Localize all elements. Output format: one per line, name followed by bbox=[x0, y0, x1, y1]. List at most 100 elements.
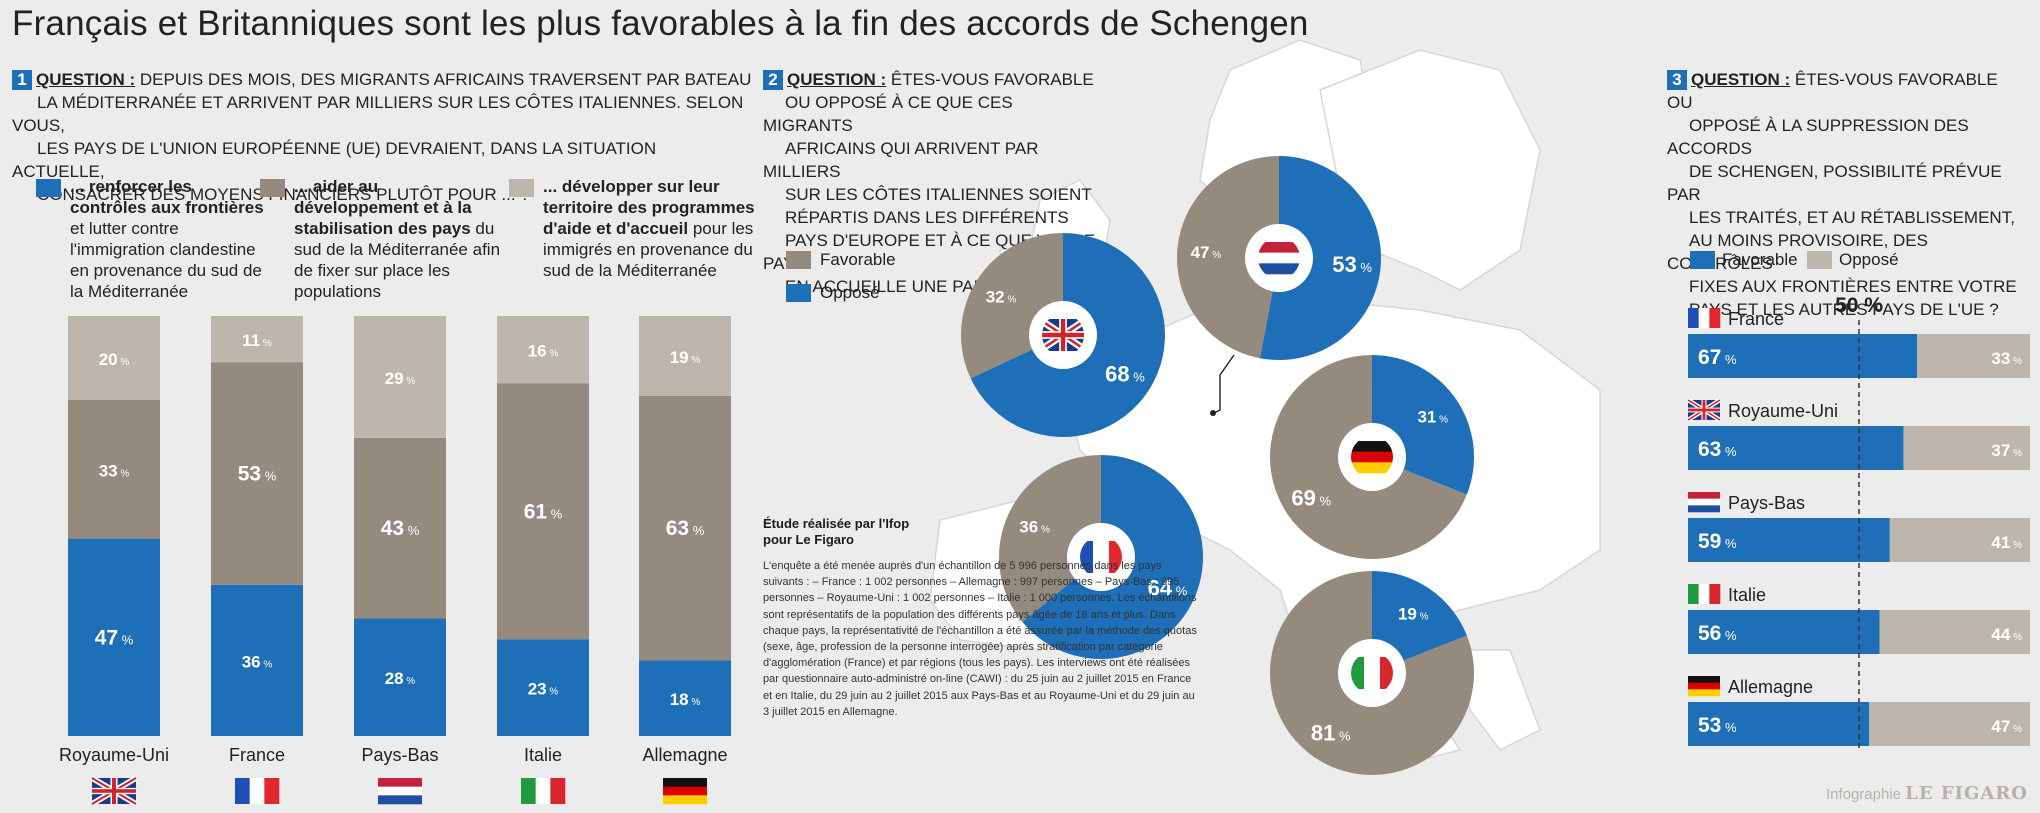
q1-bar-segment bbox=[639, 660, 731, 736]
q3-line: fixes aux frontières entre votre bbox=[1689, 277, 2017, 296]
q2-legend-favorable: Favorable bbox=[820, 250, 896, 269]
q1-flag-it bbox=[521, 778, 566, 804]
q3-category-label: Pays-Bas bbox=[1728, 493, 1805, 513]
q1-flag-de bbox=[663, 778, 707, 805]
q2-flag-uk bbox=[1042, 316, 1084, 354]
q3-flag-nl bbox=[1688, 492, 1720, 513]
page-title: Français et Britanniques sont les plus f… bbox=[12, 4, 1309, 43]
q1-bar-value: 47 % bbox=[95, 626, 134, 649]
q3-bar-favorable bbox=[1688, 702, 1870, 746]
q3-bar-oppose bbox=[1889, 518, 2030, 562]
q2-flag-fr bbox=[1080, 541, 1122, 573]
q3-category-label: France bbox=[1728, 309, 1784, 329]
q3-number: 3 bbox=[1667, 70, 1687, 90]
q1-bar-value: 43 % bbox=[381, 517, 420, 540]
q1-line: les pays de l'Union européenne (UE) devr… bbox=[12, 139, 657, 181]
q2-line: en accueille une partie ? bbox=[785, 277, 1027, 296]
q3-legend-swatch-oppose bbox=[1807, 251, 1832, 269]
q3-favorable-value: 67 % bbox=[1698, 346, 1737, 369]
q3-flag-de bbox=[1688, 676, 1720, 697]
q1-bar-segment bbox=[497, 316, 589, 384]
q2-pie-de: 31 %69 % bbox=[1270, 355, 1474, 559]
q1-legend-swatch-taupe bbox=[260, 179, 285, 197]
q1-bar-segment bbox=[354, 618, 446, 736]
q1-category-label: France bbox=[229, 745, 285, 765]
q1-bar-segment bbox=[211, 362, 303, 585]
q3-legend-swatch-favorable bbox=[1690, 251, 1715, 269]
q1-category-label: Allemagne bbox=[642, 745, 727, 765]
q3-legend-oppose: Opposé bbox=[1839, 250, 1899, 269]
q1-bar-segment bbox=[211, 584, 303, 736]
q1-bar-segment bbox=[354, 437, 446, 619]
source-title: Étude réalisée par l'Ifop pour Le Figaro bbox=[763, 516, 909, 548]
q2-pie-nl: 53 %47 % bbox=[1176, 156, 1381, 360]
q2-pie-fr: 64 %36 % bbox=[999, 455, 1203, 659]
q3-category-label: Italie bbox=[1728, 585, 1766, 605]
q1-category-label: Royaume-Uni bbox=[59, 745, 169, 765]
q1-legend-bold: ... renforcer les contrôles aux frontièr… bbox=[70, 177, 264, 217]
q2-line: Êtes-vous favorable bbox=[890, 70, 1094, 89]
q1-bar-segment bbox=[497, 383, 589, 640]
q1-legend-rest: pour les immigrés en provenance du sud d… bbox=[543, 219, 754, 280]
q3-bar-favorable bbox=[1688, 518, 1890, 562]
q2-line: répartis dans les différents bbox=[785, 208, 1069, 227]
q2-pie-slice-favorable bbox=[1176, 156, 1279, 359]
q2-flag-it bbox=[1351, 657, 1393, 689]
q1-bar-segment bbox=[639, 395, 731, 661]
q1-label: QUESTION : bbox=[36, 70, 136, 89]
q1-legend-rest: du sud de la Méditerranée afin de fixer … bbox=[294, 219, 501, 301]
q2-flag-de bbox=[1351, 441, 1393, 474]
q1-flag-fr bbox=[235, 778, 280, 804]
q1-legend-bold: ... développer sur leur territoire des p… bbox=[543, 177, 755, 238]
q1-line: la Méditerranée et arrivent par milliers… bbox=[12, 93, 744, 135]
q1-legend-rest: et lutter contre l'immigration clandesti… bbox=[70, 219, 262, 301]
credit-prefix: Infographie bbox=[1825, 786, 1901, 803]
credit: Infographie LE FIGARO bbox=[1826, 783, 2028, 804]
q3-label: QUESTION : bbox=[1691, 70, 1791, 89]
q3-bar-oppose bbox=[1869, 702, 2030, 746]
q1-legend-item-2: ... aider au développement et à la stabi… bbox=[294, 176, 504, 302]
q3-line: pays et les autres pays de l'UE ? bbox=[1689, 300, 1999, 319]
q2-pie-it: 19 %81 % bbox=[1270, 571, 1475, 775]
q1-bar-segment bbox=[211, 316, 303, 363]
q2-pie-uk: 68 %32 % bbox=[961, 233, 1165, 437]
q3-flag-fr bbox=[1688, 308, 1721, 328]
q3-line: opposé à la suppression des accords bbox=[1667, 116, 1969, 158]
q2-legend-oppose: Opposé bbox=[820, 283, 880, 302]
q3-line: les traités, et au rétablissement, bbox=[1689, 208, 2015, 227]
q1-bar-segment bbox=[68, 400, 160, 539]
q2-flag-nl bbox=[1258, 242, 1300, 275]
q2-oppose-value: 64 % bbox=[1148, 575, 1188, 600]
q3-flag-it bbox=[1688, 584, 1721, 604]
q3-legend-favorable: Favorable bbox=[1722, 250, 1798, 269]
q1-category-label: Pays-Bas bbox=[361, 745, 438, 765]
q1-number: 1 bbox=[12, 70, 32, 90]
q1-bar-segment bbox=[354, 316, 446, 438]
q1-category-label: Italie bbox=[524, 745, 562, 765]
q2-line: africains qui arrivent par milliers bbox=[763, 139, 1039, 181]
q1-legend-swatch-light bbox=[509, 179, 534, 197]
q1-bar-segment bbox=[497, 639, 589, 736]
q3-category-label: Allemagne bbox=[1728, 677, 1813, 697]
source-title-line: Étude réalisée par l'Ifop bbox=[763, 516, 910, 531]
q3-bar-oppose bbox=[1879, 610, 2030, 654]
q1-bar-value: 61 % bbox=[524, 500, 563, 523]
q3-bar-favorable bbox=[1688, 426, 1904, 470]
q1-question: 1 QUESTION : Depuis des mois, des migrant… bbox=[12, 68, 752, 206]
q1-flag-uk bbox=[90, 775, 138, 807]
q1-legend-item-1: ... renforcer les contrôles aux frontièr… bbox=[70, 176, 270, 302]
q2-number: 2 bbox=[763, 70, 783, 90]
q2-pie-slice-oppose bbox=[1372, 571, 1467, 673]
q2-favorable-value: 69 % bbox=[1291, 485, 1331, 510]
q3-question: 3 QUESTION : Êtes-vous favorable ou oppos… bbox=[1667, 68, 2027, 321]
q3-bar-favorable bbox=[1688, 334, 1918, 378]
q3-bar-favorable bbox=[1688, 610, 1880, 654]
q1-legend-item-3: ... développer sur leur territoire des p… bbox=[543, 176, 758, 281]
q2-legend-swatch-oppose bbox=[786, 284, 811, 302]
q2-line: sur les côtes italiennes soient bbox=[785, 185, 1092, 204]
q3-flag-uk bbox=[1686, 398, 1722, 422]
q3-category-label: Royaume-Uni bbox=[1728, 401, 1838, 421]
q3-favorable-value: 56 % bbox=[1698, 622, 1737, 645]
